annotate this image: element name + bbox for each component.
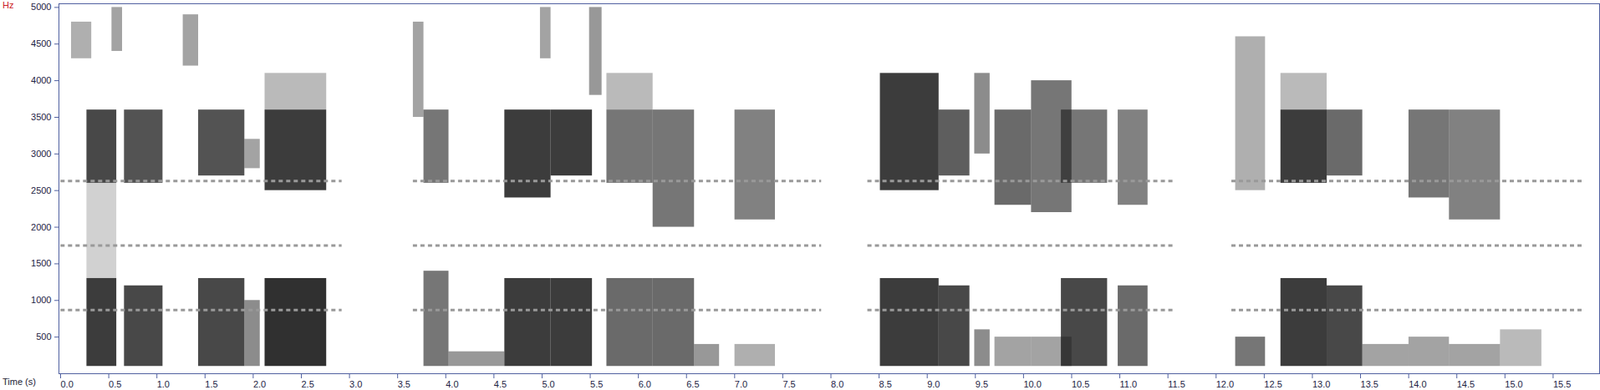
svg-text:3000: 3000 [30,148,51,159]
svg-text:8.0: 8.0 [830,379,844,390]
svg-text:8.5: 8.5 [879,379,892,390]
svg-text:14.5: 14.5 [1457,379,1475,390]
svg-text:10.5: 10.5 [1071,379,1090,390]
svg-text:11.0: 11.0 [1120,379,1138,390]
svg-text:1.0: 1.0 [157,379,170,390]
svg-text:13.0: 13.0 [1312,379,1330,390]
svg-text:6.5: 6.5 [686,379,699,390]
svg-text:13.5: 13.5 [1360,379,1379,390]
html-text:Time (s): Time (s) [2,377,36,388]
svg-text:4500: 4500 [30,38,51,49]
svg-text:2000: 2000 [30,222,51,233]
svg-text:2.0: 2.0 [253,379,266,390]
svg-text:2500: 2500 [30,185,51,196]
svg-text:14.0: 14.0 [1408,379,1427,390]
svg-text:3.0: 3.0 [349,379,362,390]
svg-text:11.5: 11.5 [1167,379,1186,390]
svg-text:12.5: 12.5 [1263,379,1282,390]
svg-text:10.0: 10.0 [1023,379,1041,390]
svg-text:5.5: 5.5 [590,379,603,390]
html-text:Hz: Hz [2,0,14,11]
svg-text:6.0: 6.0 [638,379,652,390]
svg-text:9.0: 9.0 [927,379,940,390]
svg-text:3.5: 3.5 [397,379,411,390]
svg-text:4000: 4000 [30,75,51,86]
svg-text:4.5: 4.5 [494,379,507,390]
svg-text:7.5: 7.5 [782,379,795,390]
svg-text:9.5: 9.5 [975,379,989,390]
svg-text:4.0: 4.0 [445,379,459,390]
svg-text:2.5: 2.5 [300,379,314,390]
svg-text:1000: 1000 [30,295,51,306]
svg-text:15.0: 15.0 [1504,379,1523,390]
svg-text:7.0: 7.0 [734,379,748,390]
svg-text:3500: 3500 [30,112,51,123]
svg-text:5000: 5000 [30,1,51,12]
svg-text:15.5: 15.5 [1553,379,1571,390]
svg-text:5.0: 5.0 [541,379,555,390]
svg-text:12.0: 12.0 [1216,379,1234,390]
svg-text:0.0: 0.0 [61,379,74,390]
svg-text:1.5: 1.5 [204,379,218,390]
svg-text:1500: 1500 [30,258,51,269]
svg-text:0.5: 0.5 [108,379,122,390]
svg-text:500: 500 [35,331,51,342]
